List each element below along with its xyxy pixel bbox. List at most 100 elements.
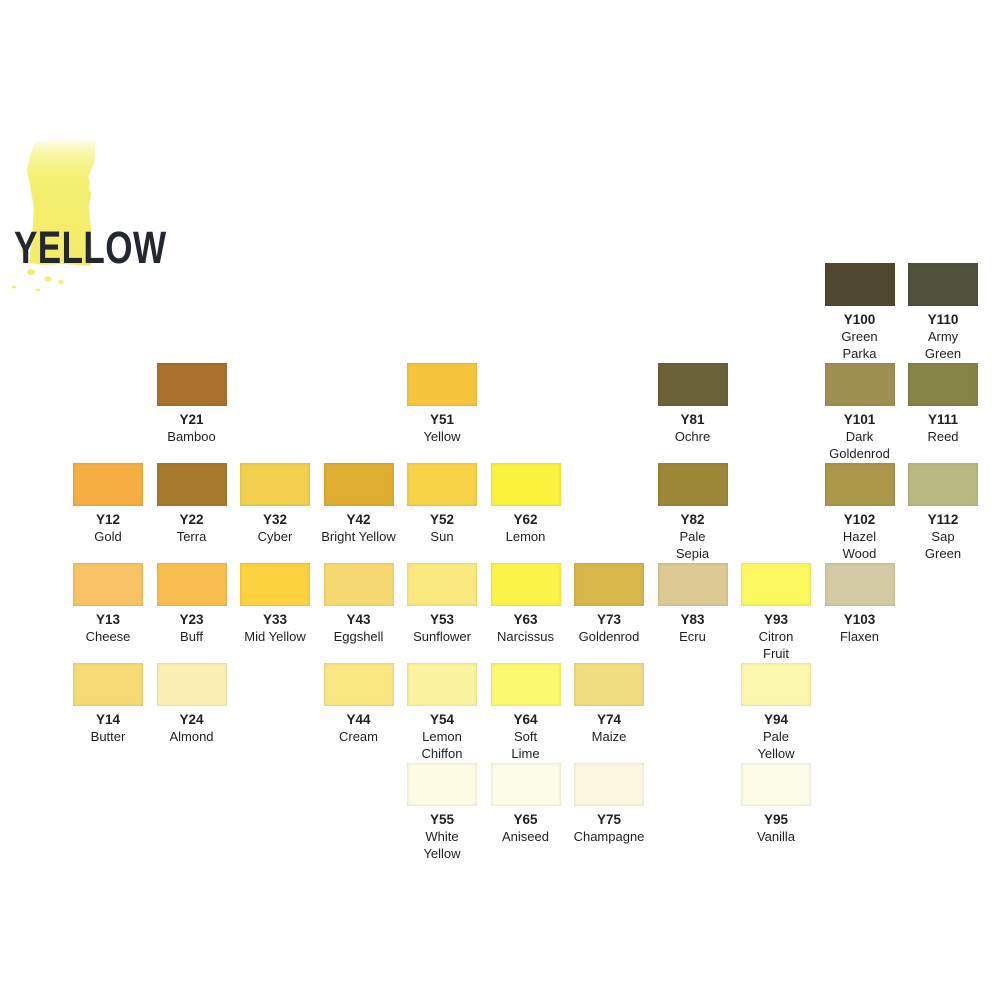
swatch-label: Y74 Maize bbox=[547, 711, 671, 745]
swatch-label: Y42 Bright Yellow bbox=[297, 511, 421, 545]
swatch-code: Y73 bbox=[596, 612, 622, 627]
swatch-cell-Y24: Y24 Almond bbox=[156, 663, 227, 744]
brush-speck bbox=[20, 249, 26, 253]
brush-stroke-graphic bbox=[12, 139, 107, 292]
color-swatch bbox=[156, 563, 227, 606]
swatch-label: Y81 Ochre bbox=[631, 411, 755, 445]
swatch-label: Y23 Buff bbox=[130, 611, 254, 645]
swatch-cell-Y22: Y22 Terra bbox=[156, 463, 227, 544]
swatch-name: Lemon bbox=[505, 529, 546, 544]
swatch-label: Y43 Eggshell bbox=[297, 611, 421, 645]
swatch-label: Y82 Pale Sepia bbox=[631, 511, 755, 562]
swatch-cell-Y93: Y93 Citron Fruit bbox=[741, 563, 811, 661]
swatch-label: Y22 Terra bbox=[130, 511, 254, 545]
swatch-label: Y44 Cream bbox=[297, 711, 421, 745]
swatch-code: Y54 bbox=[429, 712, 455, 727]
swatch-code: Y93 bbox=[763, 612, 789, 627]
color-swatch bbox=[741, 663, 811, 706]
swatch-cell-Y32: Y32 Cyber bbox=[240, 463, 310, 544]
swatch-cell-Y112: Y112 Sap Green bbox=[908, 463, 978, 561]
color-swatch bbox=[824, 263, 895, 306]
swatch-code: Y82 bbox=[680, 512, 705, 527]
swatch-name: Sap Green bbox=[924, 529, 962, 561]
color-swatch bbox=[73, 663, 143, 706]
swatch-name: Green Parka bbox=[841, 329, 878, 361]
swatch-name: Champagne bbox=[573, 829, 645, 844]
swatch-cell-Y100: Y100 Green Parka bbox=[824, 263, 895, 361]
swatch-cell-Y14: Y14 Butter bbox=[73, 663, 143, 744]
swatch-code: Y22 bbox=[179, 512, 204, 527]
swatch-cell-Y55: Y55 White Yellow bbox=[407, 763, 477, 861]
swatch-name: Buff bbox=[180, 629, 203, 644]
swatch-cell-Y13: Y13 Cheese bbox=[73, 563, 143, 644]
swatch-label: Y75 Champagne bbox=[547, 811, 671, 845]
swatch-cell-Y42: Y42 Bright Yellow bbox=[321, 463, 396, 544]
swatch-label: Y100 Green Parka bbox=[798, 311, 922, 362]
swatch-cell-Y12: Y12 Gold bbox=[73, 463, 143, 544]
swatch-code: Y63 bbox=[513, 612, 538, 627]
color-swatch bbox=[490, 663, 561, 706]
swatch-label: Y112 Sap Green bbox=[881, 511, 1000, 562]
color-swatch bbox=[574, 563, 644, 606]
color-swatch bbox=[156, 663, 227, 706]
swatch-name: Dark Goldenrod bbox=[829, 429, 890, 461]
swatch-name: Yellow bbox=[423, 429, 461, 444]
swatch-label: Y24 Almond bbox=[130, 711, 254, 745]
color-swatch bbox=[741, 563, 811, 606]
swatch-code: Y52 bbox=[429, 512, 455, 527]
swatch-name: Gold bbox=[94, 529, 122, 544]
color-swatch bbox=[490, 763, 561, 806]
swatch-code: Y43 bbox=[346, 612, 371, 627]
swatch-label: Y13 Cheese bbox=[46, 611, 170, 645]
swatch-name: Citron Fruit bbox=[758, 629, 794, 661]
color-swatch bbox=[240, 463, 310, 506]
swatch-code: Y14 bbox=[95, 712, 121, 727]
swatch-name: Sun bbox=[430, 529, 454, 544]
color-swatch bbox=[156, 463, 227, 506]
color-swatch bbox=[156, 363, 227, 406]
swatch-label: Y54 Lemon Chiffon bbox=[380, 711, 504, 762]
swatch-cell-Y53: Y53 Sunflower bbox=[407, 563, 477, 644]
swatch-name: Cream bbox=[338, 729, 378, 744]
swatch-name: Ochre bbox=[674, 429, 711, 444]
swatch-label: Y32 Cyber bbox=[213, 511, 337, 545]
color-swatch bbox=[741, 763, 811, 806]
swatch-name: Pale Sepia bbox=[675, 529, 710, 561]
swatch-name: Aniseed bbox=[502, 829, 549, 844]
color-swatch bbox=[574, 763, 644, 806]
swatch-cell-Y51: Y51 Yellow bbox=[407, 363, 477, 444]
swatch-code: Y33 bbox=[262, 612, 288, 627]
color-swatch bbox=[824, 463, 895, 506]
swatch-code: Y21 bbox=[179, 412, 204, 427]
swatch-code: Y101 bbox=[843, 412, 876, 427]
color-swatch bbox=[407, 763, 477, 806]
color-swatch bbox=[490, 563, 561, 606]
color-swatch bbox=[824, 563, 895, 606]
swatch-name: Bright Yellow bbox=[321, 529, 396, 544]
brush-speck bbox=[12, 285, 16, 289]
swatch-cell-Y73: Y73 Goldenrod bbox=[574, 563, 644, 644]
swatch-label: Y93 Citron Fruit bbox=[714, 611, 838, 662]
color-swatch bbox=[490, 463, 561, 506]
swatch-label: Y103 Flaxen bbox=[798, 611, 922, 645]
swatch-name: Ecru bbox=[679, 629, 706, 644]
swatch-name: Butter bbox=[90, 729, 126, 744]
swatch-name: Eggshell bbox=[333, 629, 384, 644]
swatch-cell-Y83: Y83 Ecru bbox=[657, 563, 728, 644]
swatch-label: Y95 Vanilla bbox=[714, 811, 838, 845]
swatch-code: Y51 bbox=[429, 412, 455, 427]
swatch-code: Y65 bbox=[513, 812, 538, 827]
swatch-code: Y24 bbox=[179, 712, 204, 727]
swatch-cell-Y23: Y23 Buff bbox=[156, 563, 227, 644]
swatch-cell-Y43: Y43 Eggshell bbox=[323, 563, 394, 644]
swatch-name: White Yellow bbox=[423, 829, 461, 861]
swatch-cell-Y81: Y81 Ochre bbox=[657, 363, 728, 444]
swatch-cell-Y102: Y102 Hazel Wood bbox=[824, 463, 895, 561]
brush-speck bbox=[27, 269, 35, 275]
swatch-code: Y74 bbox=[596, 712, 622, 727]
color-swatch bbox=[407, 663, 477, 706]
swatch-name: Vanilla bbox=[756, 829, 796, 844]
swatch-label: Y63 Narcissus bbox=[464, 611, 588, 645]
swatch-label: Y14 Butter bbox=[46, 711, 170, 745]
